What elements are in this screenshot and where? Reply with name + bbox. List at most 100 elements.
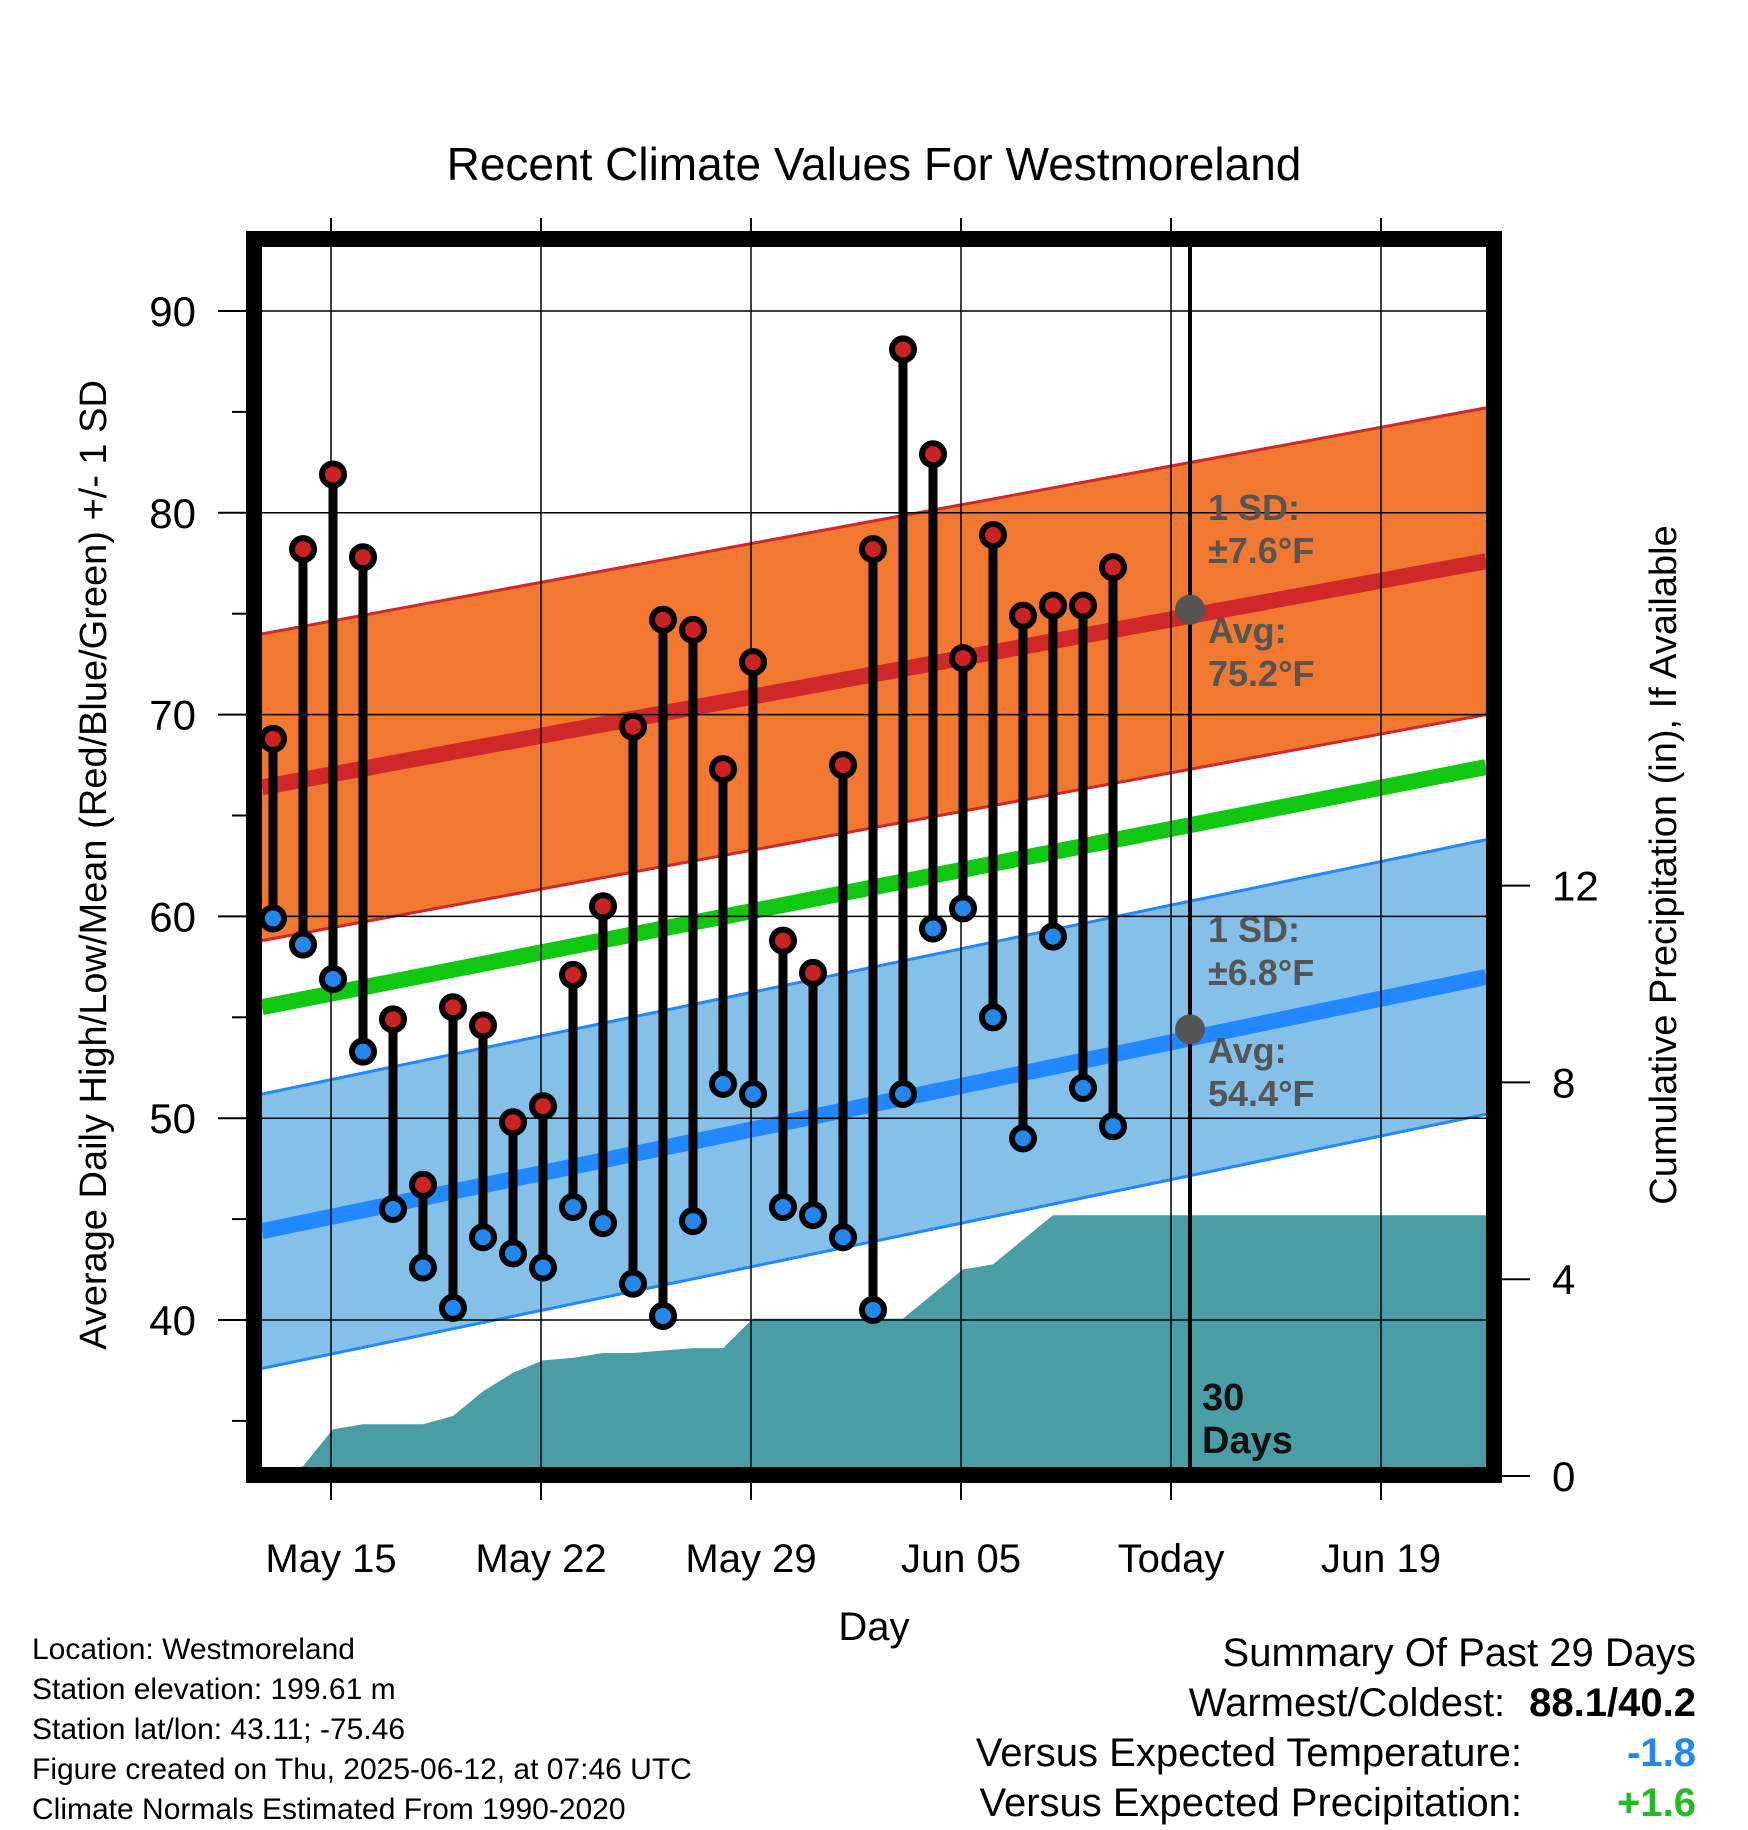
daily-low-point — [1069, 1073, 1097, 1102]
daily-high-point — [739, 648, 767, 677]
daily-high-point — [409, 1170, 437, 1199]
precip-area — [262, 1215, 1486, 1467]
high-sd-value: ±7.6°F — [1208, 530, 1314, 571]
summary-heading: Summary Of Past 29 Days — [1222, 1631, 1696, 1675]
daily-low-point — [1009, 1124, 1037, 1153]
daily-high-point — [829, 751, 857, 780]
precip-row: Versus Expected Precipitation: +1.6 — [976, 1778, 1696, 1828]
chart-title: Recent Climate Values For Westmoreland — [447, 138, 1302, 190]
daily-low-point — [409, 1253, 437, 1282]
low-avg-label: Avg: — [1208, 1030, 1287, 1071]
precip-value: +1.6 — [1617, 1781, 1696, 1825]
high-avg-label: Avg: — [1208, 610, 1287, 651]
daily-high-point — [889, 335, 917, 364]
y-tick-label: 60 — [149, 893, 196, 940]
daily-low-point — [469, 1223, 497, 1252]
daily-high-point — [259, 724, 287, 753]
daily-low-point — [739, 1079, 767, 1108]
daily-low-point — [259, 904, 287, 933]
y-tick-label: 90 — [149, 288, 196, 335]
warmest-label: Warmest/Coldest: — [1188, 1681, 1506, 1725]
low-avg-value: 54.4°F — [1208, 1073, 1314, 1114]
daily-low-point — [499, 1239, 527, 1268]
daily-high-point — [379, 1005, 407, 1034]
high-sd-upper-edge — [262, 406, 1486, 636]
daily-high-point — [799, 958, 827, 987]
daily-low-point — [679, 1207, 707, 1236]
plot-frame — [246, 231, 1502, 1483]
daily-low-point — [889, 1079, 917, 1108]
x-axis-label: Day — [838, 1605, 909, 1649]
today-low-avg-marker — [1175, 1014, 1205, 1045]
daily-high-point — [589, 892, 617, 921]
daily-high-point — [619, 712, 647, 741]
daily-low-point — [619, 1269, 647, 1298]
daily-low-point — [649, 1301, 677, 1330]
y2-tick-label: 4 — [1552, 1256, 1575, 1303]
warmest-value: 88.1/40.2 — [1529, 1681, 1696, 1725]
daily-low-point — [949, 894, 977, 923]
daily-low-point — [1099, 1112, 1127, 1141]
y-tick-label: 70 — [149, 692, 196, 739]
x-tick-label: May 22 — [475, 1537, 606, 1581]
created-text: Figure created on Thu, 2025-06-12, at 07… — [32, 1753, 692, 1786]
daily-high-point — [499, 1108, 527, 1137]
temp-label: Versus Expected Temperature: — [975, 1731, 1522, 1775]
daily-low-point — [1039, 922, 1067, 951]
y-tick-label: 50 — [149, 1095, 196, 1142]
daily-high-point — [979, 520, 1007, 549]
normals-text: Climate Normals Estimated From 1990-2020 — [32, 1793, 626, 1826]
daily-high-point — [1099, 553, 1127, 582]
x-tick-label: May 29 — [685, 1537, 816, 1581]
daily-high-point — [919, 440, 947, 469]
y2-tick-label: 8 — [1552, 1059, 1575, 1106]
temp-value: -1.8 — [1627, 1731, 1696, 1775]
daily-low-point — [529, 1253, 557, 1282]
today-high-avg-marker — [1175, 594, 1205, 625]
days-count-number: 30 — [1202, 1377, 1244, 1419]
daily-high-point — [349, 543, 377, 572]
high-sd-label: 1 SD: — [1208, 487, 1300, 528]
x-tick-label: May 15 — [265, 1537, 396, 1581]
daily-low-point — [589, 1209, 617, 1238]
daily-low-point — [319, 964, 347, 993]
daily-low-point — [979, 1003, 1007, 1032]
x-tick-label: Today — [1118, 1537, 1225, 1581]
summary-panel: Summary Of Past 29 Days Warmest/Coldest:… — [976, 1628, 1696, 1828]
y2-tick-label: 12 — [1552, 863, 1599, 910]
low-sd-label: 1 SD: — [1208, 909, 1300, 950]
daily-high-point — [529, 1092, 557, 1121]
daily-high-point — [709, 755, 737, 784]
y2-tick-label: 0 — [1552, 1453, 1575, 1500]
days-count-word: Days — [1202, 1420, 1293, 1462]
daily-high-point — [649, 605, 677, 634]
daily-low-point — [289, 930, 317, 959]
daily-high-point — [439, 993, 467, 1022]
daily-high-point — [289, 535, 317, 564]
y-axis-label: Average Daily High/Low/Mean (Red/Blue/Gr… — [73, 380, 115, 1350]
daily-low-point — [919, 914, 947, 943]
y-tick-label: 40 — [149, 1297, 196, 1344]
daily-low-point — [379, 1195, 407, 1224]
daily-low-point — [829, 1223, 857, 1252]
warmest-row: Warmest/Coldest: 88.1/40.2 — [976, 1678, 1696, 1728]
latlon-text: Station lat/lon: 43.11; -75.46 — [32, 1713, 406, 1746]
daily-high-point — [949, 644, 977, 673]
low-sd-value: ±6.8°F — [1208, 952, 1314, 993]
temp-row: Versus Expected Temperature: -1.8 — [976, 1728, 1696, 1778]
daily-high-point — [679, 615, 707, 644]
daily-high-point — [769, 926, 797, 955]
daily-high-point — [559, 960, 587, 989]
daily-high-point — [319, 460, 347, 489]
high-avg-value: 75.2°F — [1208, 653, 1314, 694]
daily-low-point — [709, 1069, 737, 1098]
x-tick-label: Jun 19 — [1321, 1537, 1441, 1581]
daily-low-point — [439, 1293, 467, 1322]
elevation-text: Station elevation: 199.61 m — [32, 1673, 396, 1706]
y2-axis-label: Cumulative Precipitation (in), If Availa… — [1643, 525, 1685, 1204]
daily-low-point — [769, 1192, 797, 1221]
daily-low-point — [349, 1037, 377, 1066]
location-text: Location: Westmoreland — [32, 1633, 355, 1666]
daily-high-point — [1069, 591, 1097, 620]
